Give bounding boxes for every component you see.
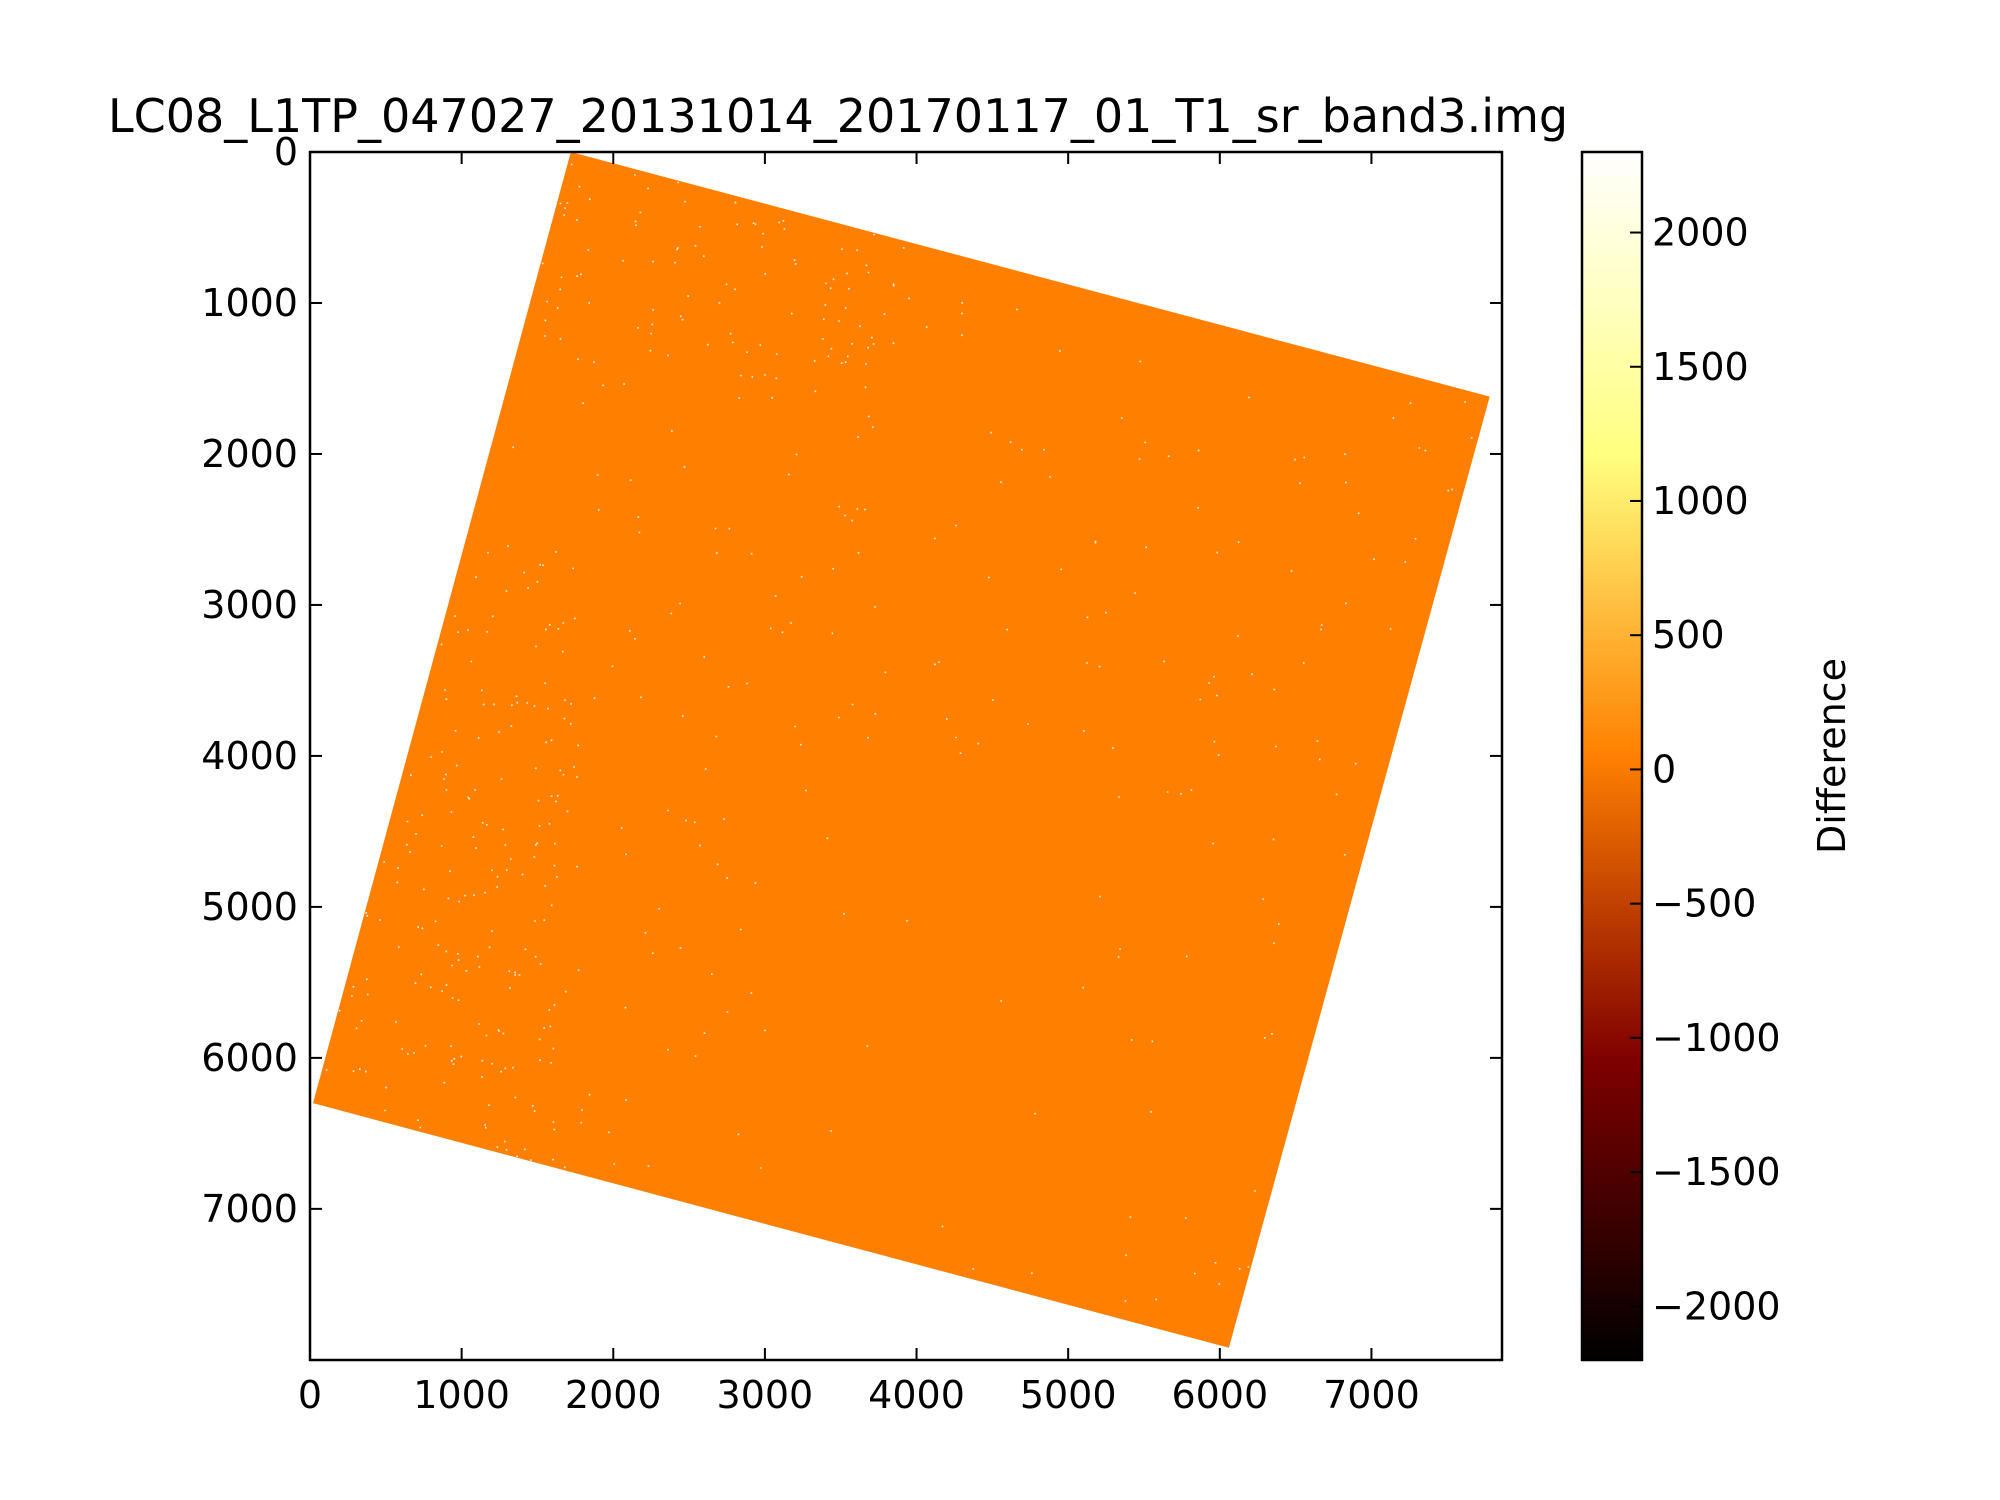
x-tick-label: 1000 <box>413 1373 510 1417</box>
x-tick-label: 3000 <box>717 1373 814 1417</box>
colorbar-gradient <box>1580 150 1644 1362</box>
x-axis: 0 1000 2000 3000 4000 5000 6000 7000 <box>298 152 1420 1417</box>
colorbar-tick-label: 2000 <box>1652 211 1749 255</box>
y-axis: 0 1000 2000 3000 4000 5000 6000 7000 <box>201 130 1502 1231</box>
y-tick-label: 7000 <box>201 1187 298 1231</box>
colorbar-tick-label: 500 <box>1652 613 1725 657</box>
colorbar-tick-label: −2000 <box>1652 1284 1781 1328</box>
colorbar-tick-label: 1000 <box>1652 479 1749 523</box>
x-tick-label: 4000 <box>868 1373 965 1417</box>
y-tick-label: 1000 <box>201 281 298 325</box>
colorbar-tick-label: 1500 <box>1652 345 1749 389</box>
y-tick-label: 3000 <box>201 583 298 627</box>
y-tick-label: 6000 <box>201 1036 298 1080</box>
y-tick-label: 0 <box>274 130 298 174</box>
x-tick-label: 0 <box>298 1373 322 1417</box>
scene-footprint <box>313 152 1490 1348</box>
y-tick-label: 2000 <box>201 432 298 476</box>
colorbar-tick-label: 0 <box>1652 747 1676 791</box>
colorbar-tick-label: −1500 <box>1652 1150 1781 1194</box>
colorbar-ticks: 2000 1500 1000 500 0 −500 −1000 −1500 −2000 <box>1630 211 1781 1328</box>
chart-title: LC08_L1TP_047027_20131014_20170117_01_T1… <box>108 89 1568 143</box>
colorbar-tick-label: −500 <box>1652 882 1756 926</box>
colorbar-label: Difference <box>1810 658 1854 854</box>
y-tick-label: 4000 <box>201 734 298 778</box>
colorbar: 2000 1500 1000 500 0 −500 −1000 −1500 −2000 Diff… <box>1580 150 1854 1362</box>
y-tick-label: 5000 <box>201 885 298 929</box>
x-tick-label: 2000 <box>565 1373 662 1417</box>
colorbar-tick-label: −1000 <box>1652 1016 1781 1060</box>
x-tick-label: 6000 <box>1171 1373 1268 1417</box>
heatmap-image <box>313 152 1490 1348</box>
x-tick-label: 7000 <box>1323 1373 1420 1417</box>
x-tick-label: 5000 <box>1020 1373 1117 1417</box>
